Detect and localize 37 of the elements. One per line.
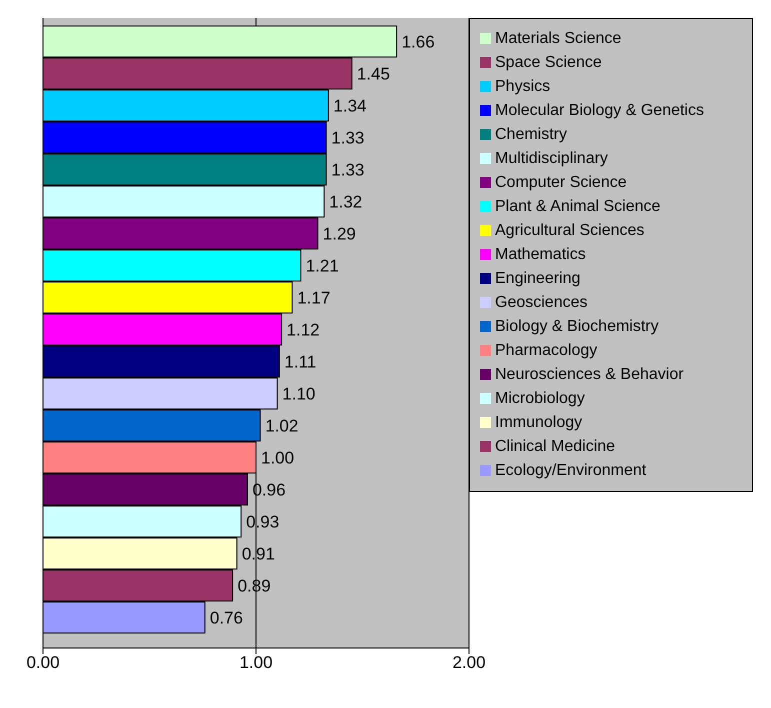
legend-label: Immunology (495, 414, 582, 431)
legend-label: Agricultural Sciences (495, 222, 644, 239)
legend-label: Plant & Animal Science (495, 198, 660, 215)
legend-label: Materials Science (495, 30, 622, 47)
data-label: 1.33 (331, 160, 364, 180)
data-label: 1.17 (297, 288, 330, 308)
legend-label: Engineering (495, 270, 580, 287)
legend-label: Chemistry (495, 126, 568, 143)
legend-label: Neurosciences & Behavior (495, 366, 684, 383)
data-label: 1.32 (329, 192, 362, 212)
data-label: 0.76 (210, 608, 243, 628)
legend-label: Molecular Biology & Genetics (495, 102, 704, 119)
legend-label: Space Science (495, 54, 602, 71)
data-label: 1.02 (265, 416, 298, 436)
data-label: 1.29 (322, 224, 356, 244)
legend-label: Pharmacology (495, 342, 598, 359)
legend-label: Biology & Biochemistry (495, 318, 659, 335)
data-label: 1.66 (402, 32, 435, 52)
x-tick-label: 1.00 (239, 653, 273, 672)
data-label: 1.34 (333, 96, 367, 116)
data-label: 1.12 (286, 320, 320, 340)
data-label: 1.33 (331, 128, 364, 148)
data-label: 1.00 (261, 448, 294, 468)
legend-label: Ecology/Environment (495, 462, 646, 479)
legend-label: Physics (495, 78, 550, 95)
x-tick-label: 0.00 (26, 653, 60, 672)
legend-label: Mathematics (495, 246, 586, 263)
data-label: 1.21 (306, 256, 339, 276)
x-tick-label: 2.00 (452, 653, 486, 672)
legend-label: Geosciences (495, 294, 588, 311)
legend-label: Multidisciplinary (495, 150, 608, 167)
data-label: 1.11 (284, 352, 316, 372)
legend-label: Clinical Medicine (495, 438, 616, 455)
legend-label: Computer Science (495, 174, 627, 191)
data-label: 1.10 (282, 384, 316, 404)
legend-label: Microbiology (495, 390, 585, 407)
data-label: 1.45 (356, 64, 390, 84)
